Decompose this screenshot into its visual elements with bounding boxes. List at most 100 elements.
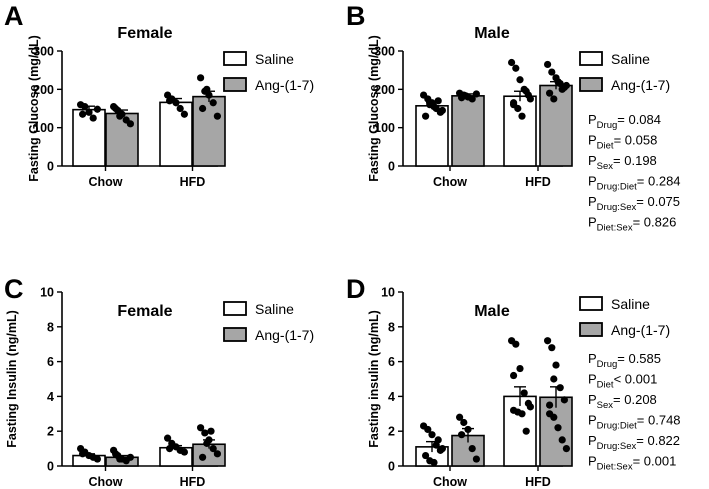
data-point xyxy=(166,97,174,105)
stat-subscript: Drug:Diet xyxy=(597,182,637,193)
data-point xyxy=(112,104,120,113)
legend-swatch-ang xyxy=(579,322,603,337)
data-point xyxy=(512,64,520,72)
data-point xyxy=(526,95,535,103)
panel-letter: D xyxy=(346,274,366,304)
stat-value: < 0.001 xyxy=(614,372,658,387)
x-tick-label: HFD xyxy=(180,175,206,189)
data-point xyxy=(93,455,101,463)
data-point xyxy=(89,114,97,122)
data-point xyxy=(468,445,476,453)
x-tick-label: HFD xyxy=(525,475,551,489)
data-point xyxy=(562,445,571,453)
data-point xyxy=(199,453,207,461)
stat-value: = 0.075 xyxy=(636,194,680,209)
stat-value: = 0.822 xyxy=(636,433,680,448)
data-point xyxy=(554,424,562,432)
stat-value: = 0.058 xyxy=(614,133,658,148)
data-point xyxy=(428,431,436,439)
panel-b: B Male Fasting Glucose (mg/dL) 0 100 200 300 Ch… xyxy=(346,1,681,234)
data-point xyxy=(438,106,446,115)
data-point xyxy=(516,76,524,84)
stat-line: PDrug= 0.585 xyxy=(588,351,661,370)
data-point xyxy=(126,120,134,128)
bar-ang-hfd xyxy=(192,95,226,167)
stat-subscript: Drug xyxy=(597,359,618,370)
y-tick-label: 2 xyxy=(47,425,54,439)
data-point xyxy=(464,425,472,434)
data-point xyxy=(424,425,432,434)
data-point xyxy=(205,91,213,99)
stat-line: PDiet= 0.058 xyxy=(588,133,657,152)
data-point xyxy=(472,90,480,98)
stat-line: PDiet:Sex= 0.826 xyxy=(588,215,676,234)
data-point xyxy=(430,102,438,111)
bar-ang-chow xyxy=(451,95,485,167)
data-point xyxy=(516,364,524,373)
data-point xyxy=(460,418,468,427)
data-point xyxy=(456,413,464,421)
data-point xyxy=(546,401,554,409)
data-point xyxy=(558,436,566,444)
panel-letter: A xyxy=(4,1,24,31)
legend-label-ang: Ang-(1-7) xyxy=(611,322,670,338)
stat-symbol: P xyxy=(588,454,597,469)
data-point xyxy=(197,74,205,82)
y-tick-label: 4 xyxy=(388,390,395,404)
x-tick-label: Chow xyxy=(433,175,467,189)
stat-symbol: P xyxy=(588,413,597,428)
data-point xyxy=(85,108,93,116)
bar-saline-hfd xyxy=(159,101,193,167)
y-tick-label: 10 xyxy=(381,286,395,300)
panel-letter: C xyxy=(4,274,24,304)
legend-label-ang: Ang-(1-7) xyxy=(255,77,314,93)
legend-label-ang: Ang-(1-7) xyxy=(611,77,670,93)
data-point xyxy=(166,445,174,453)
data-point xyxy=(180,448,188,456)
x-tick-label: HFD xyxy=(180,475,206,489)
legend-swatch-saline xyxy=(579,51,603,66)
data-point xyxy=(548,344,556,352)
data-point xyxy=(201,429,209,437)
stat-symbol: P xyxy=(588,194,597,209)
panel-d: D Male Fasting insulin (ng/mL) 0 2 4 6 8 10 Chow H… xyxy=(346,274,681,489)
stat-value: = 0.208 xyxy=(613,392,657,407)
data-point xyxy=(562,81,571,90)
stat-line: PDrug:Sex= 0.075 xyxy=(588,194,680,213)
y-axis-label: Fasting Insulin (ng/mL) xyxy=(5,310,19,448)
data-point xyxy=(116,112,124,120)
data-point xyxy=(509,101,518,109)
data-point xyxy=(79,110,87,118)
stat-subscript: Diet:Sex xyxy=(597,462,633,473)
data-point xyxy=(422,112,430,120)
data-point xyxy=(548,68,556,76)
chart-title: Female xyxy=(117,303,172,320)
y-tick-label: 200 xyxy=(374,83,395,97)
data-point xyxy=(116,455,124,463)
data-point xyxy=(209,445,217,453)
y-tick-label: 4 xyxy=(47,390,54,404)
legend-label-ang: Ang-(1-7) xyxy=(255,327,314,343)
y-tick-label: 10 xyxy=(40,286,54,300)
data-point xyxy=(176,104,184,113)
stat-value: = 0.748 xyxy=(637,413,681,428)
stat-line: PDrug:Diet= 0.284 xyxy=(588,174,681,193)
legend-swatch-ang xyxy=(223,327,247,342)
stat-subscript: Diet:Sex xyxy=(597,223,633,234)
legend-swatch-saline xyxy=(223,301,247,316)
legend-swatch-saline xyxy=(579,296,603,311)
data-point xyxy=(458,431,466,439)
stat-line: PDrug:Diet= 0.748 xyxy=(588,413,681,432)
y-tick-label: 6 xyxy=(47,355,54,369)
y-axis-label: Fasting Glucose (mg/dL) xyxy=(27,35,41,182)
panel-letter: B xyxy=(346,1,366,31)
stat-value: = 0.585 xyxy=(617,351,661,366)
data-point xyxy=(79,450,87,458)
y-tick-label: 8 xyxy=(388,320,395,334)
stat-symbol: P xyxy=(588,133,597,148)
data-point xyxy=(544,337,552,345)
panel-a: A Female Fasting Glucose (mg/dL) 0 100 200 300… xyxy=(4,1,314,189)
stat-subscript: Drug:Diet xyxy=(597,421,637,432)
stat-value: = 0.826 xyxy=(633,215,677,230)
stat-value: = 0.284 xyxy=(637,174,681,189)
